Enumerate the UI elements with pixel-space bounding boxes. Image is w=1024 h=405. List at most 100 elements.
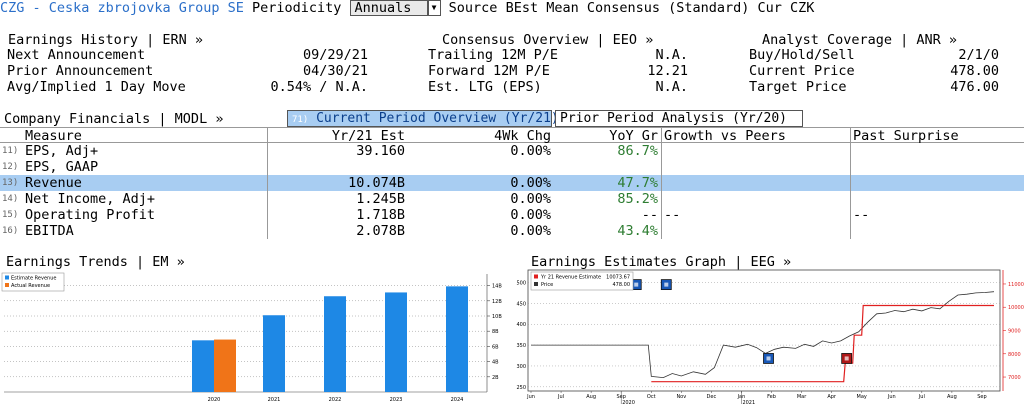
chevron-down-icon[interactable]: ▼ — [427, 0, 441, 16]
x-tick-label: Feb — [767, 394, 776, 400]
earnings-estimates-header[interactable]: Earnings Estimates Graph | EEG » — [531, 254, 792, 270]
col-4wk-chg[interactable]: 4Wk Chg — [494, 128, 551, 144]
yoy-cell: -- — [641, 207, 658, 223]
periodicity-select[interactable]: Annuals — [349, 0, 428, 16]
prior-announcement-label: Prior Announcement — [7, 63, 154, 79]
row-number: 11) — [2, 146, 19, 156]
legend-box — [530, 271, 634, 291]
table-row[interactable]: 11) EPS, Adj+ 39.160 0.00% 86.7% — [0, 143, 1024, 159]
measure-cell[interactable]: EBITDA — [25, 223, 74, 239]
column-divider — [850, 127, 851, 239]
x-tick-label: 2023 — [390, 397, 403, 403]
legend-actual-revenue: Actual Revenue — [11, 283, 50, 289]
avg-move-label: Avg/Implied 1 Day Move — [7, 79, 186, 95]
earnings-history-header[interactable]: Earnings History | ERN » — [8, 32, 204, 48]
yr-est-cell: 1.245B — [356, 191, 405, 207]
analyst-coverage-header[interactable]: Analyst Coverage | ANR » — [762, 32, 958, 48]
tab-current-number: 71) — [292, 115, 309, 125]
forward-pe-value: 12.21 — [647, 63, 688, 79]
price-line — [531, 291, 995, 379]
revenue-estimate-line — [651, 304, 994, 383]
yoy-cell — [554, 159, 660, 175]
left-tick-label: 450 — [516, 301, 526, 307]
x-tick-label: Aug — [586, 394, 596, 400]
wk-chg-cell: 0.00% — [510, 143, 551, 159]
right-tick-label: 9000 — [1008, 329, 1021, 335]
x-tick-label: Jul — [918, 394, 925, 400]
past-cell — [851, 143, 1021, 159]
measure-cell[interactable]: Revenue — [25, 175, 82, 191]
target-price-value: 476.00 — [950, 79, 999, 95]
yr-est-cell: 39.160 — [356, 143, 405, 159]
est-ltg-label: Est. LTG (EPS) — [428, 79, 542, 95]
right-tick-label: 8000 — [1008, 352, 1021, 358]
current-price-label: Current Price — [749, 63, 855, 79]
x-year-label: 2020 — [622, 400, 635, 405]
x-tick-label: 2020 — [208, 397, 221, 403]
tab-current-period[interactable]: 71) Current Period Overview (Yr/21) — [287, 110, 559, 127]
col-yr-est[interactable]: Yr/21 Est — [331, 128, 405, 144]
yoy-cell: 86.7% — [617, 143, 658, 159]
peer-cell — [662, 191, 849, 207]
col-yoy-gr[interactable]: YoY Gr — [609, 128, 658, 144]
tab-prior-period[interactable]: Prior Period Analysis (Yr/20) — [555, 110, 803, 127]
left-tick-label: 400 — [516, 322, 526, 328]
table-row[interactable]: 15) Operating Profit 1.718B 0.00% -- -- … — [0, 207, 1024, 223]
measure-cell[interactable]: EPS, Adj+ — [25, 143, 99, 159]
x-tick-label: Jul — [557, 394, 564, 400]
buy-hold-sell-value: 2/1/0 — [958, 47, 999, 63]
forward-pe-label: Forward 12M P/E — [428, 63, 550, 79]
company-financials-header[interactable]: Company Financials | MODL » — [4, 111, 224, 127]
x-tick-label: Mar — [797, 394, 807, 400]
earnings-trends-header[interactable]: Earnings Trends | EM » — [6, 254, 185, 270]
column-divider — [267, 127, 268, 239]
x-tick-label: Jun — [887, 394, 896, 400]
past-cell — [851, 191, 1021, 207]
next-announcement-label: Next Announcement — [7, 47, 146, 63]
table-row[interactable]: 12) EPS, GAAP — [0, 159, 1024, 175]
wk-chg-cell: 0.00% — [510, 191, 551, 207]
event-marker-glyph — [844, 356, 849, 361]
bar-estimate-2022 — [324, 296, 346, 392]
right-tick-label: 7000 — [1008, 375, 1021, 381]
yoy-cell: 43.4% — [617, 223, 658, 239]
bar-estimate-2024 — [446, 286, 468, 392]
row-number: 14) — [2, 194, 19, 204]
x-tick-label: Dec — [707, 394, 717, 400]
title-bar: CZG - Ceska zbrojovka Group SE Periodici… — [0, 0, 1024, 17]
x-tick-label: Aug — [947, 394, 957, 400]
table-row[interactable]: 14) Net Income, Adj+ 1.245B 0.00% 85.2% — [0, 191, 1024, 207]
financials-table: Measure Yr/21 Est 4Wk Chg YoY Gr Growth … — [0, 127, 1024, 239]
current-price-value: 478.00 — [950, 63, 999, 79]
security-title[interactable]: CZG - Ceska zbrojovka Group SE — [0, 0, 244, 16]
table-row[interactable]: 16) EBITDA 2.078B 0.00% 43.4% — [0, 223, 1024, 239]
col-measure[interactable]: Measure — [25, 128, 82, 144]
y-tick-label: 10B — [492, 314, 502, 320]
measure-cell[interactable]: Operating Profit — [25, 207, 156, 223]
peer-cell — [662, 223, 849, 239]
x-tick-label: 2024 — [451, 397, 464, 403]
x-tick-label: Apr — [827, 394, 837, 400]
tab-current-label: Current Period Overview (Yr/21) — [316, 111, 559, 126]
bar-actual-2020 — [214, 339, 236, 392]
legend-swatch-actual — [5, 283, 9, 287]
left-tick-label: 500 — [516, 281, 526, 287]
y-tick-label: 14B — [492, 284, 502, 290]
y-tick-label: 8B — [492, 329, 499, 335]
table-row-selected[interactable]: 13) Revenue 10.074B 0.00% 47.7% — [0, 175, 1024, 191]
consensus-overview-header[interactable]: Consensus Overview | EEO » — [442, 32, 654, 48]
col-past-surprise[interactable]: Past Surprise — [853, 128, 959, 144]
wk-chg-cell: 0.00% — [510, 207, 551, 223]
bar-estimate-2021 — [263, 315, 285, 392]
measure-cell[interactable]: EPS, GAAP — [25, 159, 99, 175]
x-tick-label: May — [857, 394, 867, 400]
yoy-cell: 47.7% — [617, 175, 658, 191]
x-tick-label: Oct — [647, 394, 656, 400]
left-tick-label: 300 — [516, 364, 526, 370]
event-marker-glyph — [766, 356, 771, 361]
trailing-pe-label: Trailing 12M P/E — [428, 47, 559, 63]
measure-cell[interactable]: Net Income, Adj+ — [25, 191, 156, 207]
peer-cell — [662, 143, 849, 159]
bar-estimate-2023 — [385, 292, 407, 392]
col-growth-vs-peers[interactable]: Growth vs Peers — [664, 128, 786, 144]
